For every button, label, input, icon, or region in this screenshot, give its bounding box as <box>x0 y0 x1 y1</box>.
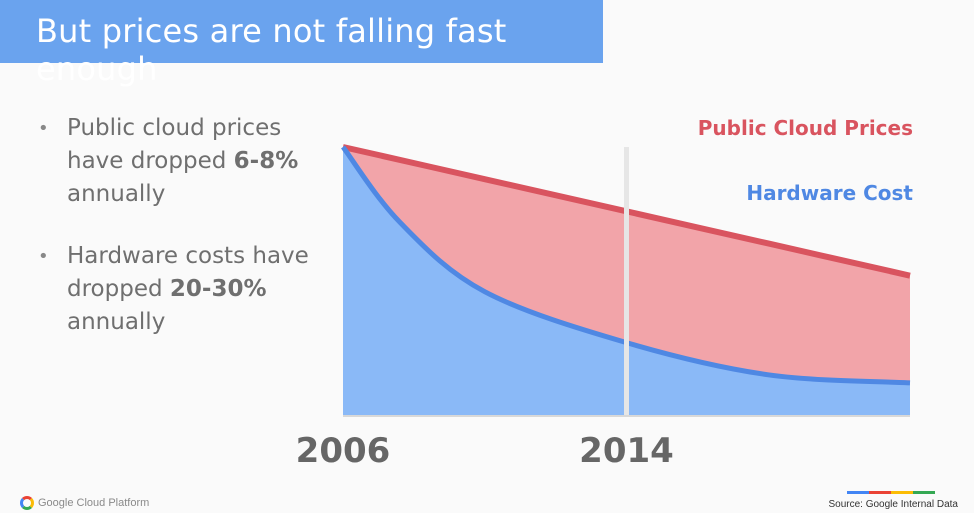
bullet-list: • Public cloud prices have dropped 6-8% … <box>38 112 328 368</box>
google-color-bar <box>847 491 935 494</box>
google-cloud-logo: Google Cloud Platform <box>20 496 149 510</box>
bullet-dot: • <box>38 246 49 267</box>
bullet-bold-value: 20-30% <box>169 276 267 302</box>
hardware-cost-area <box>343 147 910 415</box>
color-bar-blue <box>847 491 869 494</box>
google-cloud-logo-icon <box>20 496 34 510</box>
slide-title: But prices are not falling fast enough <box>36 12 507 88</box>
source-note: Source: Google Internal Data <box>828 499 958 510</box>
legend-public-cloud-prices: Public Cloud Prices <box>698 116 913 140</box>
x-tick-2006: 2006 <box>296 431 391 471</box>
legend-hardware-cost: Hardware Cost <box>746 181 913 205</box>
x-tick-2014: 2014 <box>579 431 674 471</box>
bullet-text-end: annually <box>67 309 166 335</box>
hardware-cost-line <box>341 145 911 386</box>
bullet-text: Public cloud prices have dropped <box>67 115 282 174</box>
color-bar-green <box>913 491 935 494</box>
slide-title-bar: But prices are not falling fast enough <box>0 0 603 88</box>
bullet-cloud-prices: • Public cloud prices have dropped 6-8% … <box>38 112 328 211</box>
bullet-text: Hardware costs have dropped <box>67 243 309 302</box>
bullet-bold-value: 6-8% <box>233 148 299 174</box>
bullet-dot: • <box>38 118 49 139</box>
logo-text: Google Cloud Platform <box>38 497 150 509</box>
price-chart: Public Cloud Prices Hardware Cost 2006 2… <box>296 116 914 471</box>
bullet-text-end: annually <box>67 181 166 207</box>
color-bar-yellow <box>891 491 913 494</box>
bullet-hardware-costs: • Hardware costs have dropped 20-30% ann… <box>38 240 328 339</box>
color-bar-red <box>869 491 891 494</box>
